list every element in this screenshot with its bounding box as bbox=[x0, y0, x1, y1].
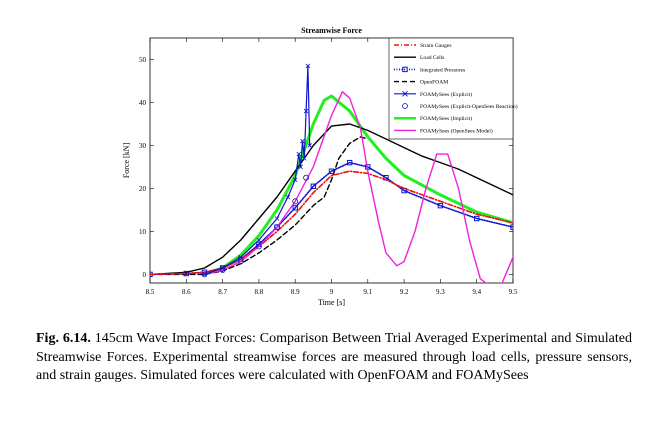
chart-title: Streamwise Force bbox=[301, 26, 362, 35]
legend-entry-label: FOAMySees (Explicit-OpenSees Reaction) bbox=[420, 103, 518, 110]
series-load-cells-line bbox=[150, 123, 513, 276]
y-tick-label: 40 bbox=[139, 99, 147, 107]
caption-lead: Fig. 6.14. bbox=[36, 331, 91, 346]
series-integrated-pressures-point bbox=[437, 202, 444, 209]
x-tick-label: 9.5 bbox=[509, 288, 518, 296]
y-tick-label: 50 bbox=[139, 56, 147, 64]
legend-entry-label: FOAMySees (Implicit) bbox=[420, 115, 472, 122]
series-strain-gauges-line bbox=[150, 170, 513, 276]
x-tick-label: 8.6 bbox=[182, 288, 191, 296]
series-foamysees-explicit-point bbox=[301, 156, 307, 161]
series-openfoam-line bbox=[150, 136, 369, 276]
series-foamysees-explicit-point bbox=[303, 108, 309, 114]
legend-swatch-marker bbox=[402, 103, 408, 109]
series-foamysees-explicit-opensees-reaction-point bbox=[274, 224, 280, 231]
x-tick-label: 9.4 bbox=[472, 288, 481, 296]
y-tick-label: 10 bbox=[139, 228, 147, 236]
series-foamysees-explicit-point bbox=[298, 164, 303, 170]
legend-entry-label: Integrated Pressures bbox=[420, 67, 465, 73]
legend-entry-label: OpenFOAM bbox=[420, 80, 448, 86]
caption-text: 145cm Wave Impact Forces: Comparison Bet… bbox=[36, 331, 632, 383]
series-foamysees-explicit-point bbox=[274, 216, 280, 221]
series-integrated-pressures-point bbox=[310, 183, 317, 189]
series-integrated-pressures-point bbox=[346, 159, 353, 166]
x-tick-label: 9.3 bbox=[436, 288, 445, 296]
series-foamysees-implicit-line bbox=[203, 94, 513, 276]
x-tick-label: 8.5 bbox=[146, 288, 155, 296]
legend-entry-label: Strain Gauges bbox=[420, 43, 452, 49]
series-foamysees-explicit-opensees-reaction-point bbox=[219, 267, 226, 274]
legend-entry-label: Load Cells bbox=[420, 55, 444, 61]
x-tick-label: 8.8 bbox=[255, 288, 264, 296]
legend-swatch-marker bbox=[402, 90, 408, 97]
series-integrated-pressures-point bbox=[328, 168, 335, 174]
series-integrated-pressures-point bbox=[474, 215, 480, 222]
legend bbox=[388, 37, 514, 140]
y-axis-label: Force [kN] bbox=[122, 143, 131, 179]
legend-entry-label: FOAMySees (Explicit) bbox=[420, 91, 472, 98]
series-foamysees-explicit-point bbox=[305, 63, 311, 69]
series-foamysees-explicit-opensees-reaction-point bbox=[292, 198, 299, 205]
series-foamysees-explicit-point bbox=[256, 237, 262, 243]
x-tick-label: 8.9 bbox=[291, 288, 300, 296]
series-foamysees-explicit-line bbox=[203, 65, 311, 275]
series-foamysees-explicit-point bbox=[202, 272, 207, 277]
legend-entry-label: FOAMySees (OpenSees Model) bbox=[420, 127, 493, 134]
series-integrated-pressures-point bbox=[510, 224, 513, 230]
streamwise-force-chart: Streamwise Force 8.5 8.6 8.7 8.8 8.9 9 9.1 9.2 9.… bbox=[122, 26, 518, 307]
x-tick-label: 9.1 bbox=[363, 288, 372, 296]
series-foamysees-explicit-opensees-reaction-point bbox=[237, 258, 244, 265]
series-layer bbox=[150, 63, 513, 283]
x-axis-label: Time [s] bbox=[318, 298, 345, 307]
series-foamysees-explicit-opensees-reaction-point bbox=[255, 243, 262, 250]
series-foamysees-explicit-point bbox=[296, 151, 302, 157]
series-foamysees-explicit-point bbox=[292, 177, 298, 183]
x-tick-label: 9 bbox=[330, 288, 334, 296]
series-foamysees-explicit-point bbox=[307, 143, 313, 148]
figure-caption: Fig. 6.14. 145cm Wave Impact Forces: Com… bbox=[36, 330, 632, 386]
series-foamysees-explicit-point bbox=[238, 254, 244, 260]
series-integrated-pressures-point bbox=[292, 205, 298, 211]
series-foamysees-explicit-opensees-reaction-point bbox=[303, 174, 309, 181]
x-tick-label: 8.7 bbox=[218, 288, 227, 296]
series-foamysees-explicit-opensees-reaction-point bbox=[201, 271, 208, 278]
series-foamysees-opensees-model-line bbox=[203, 90, 513, 283]
x-tick-label: 9.2 bbox=[400, 288, 409, 296]
y-tick-label: 20 bbox=[139, 185, 147, 193]
y-tick-label: 30 bbox=[139, 142, 147, 150]
series-foamysees-explicit-point bbox=[285, 194, 291, 200]
y-tick-label: 0 bbox=[143, 271, 147, 279]
legend-swatch-marker bbox=[402, 66, 408, 73]
series-foamysees-explicit-point bbox=[300, 138, 305, 144]
